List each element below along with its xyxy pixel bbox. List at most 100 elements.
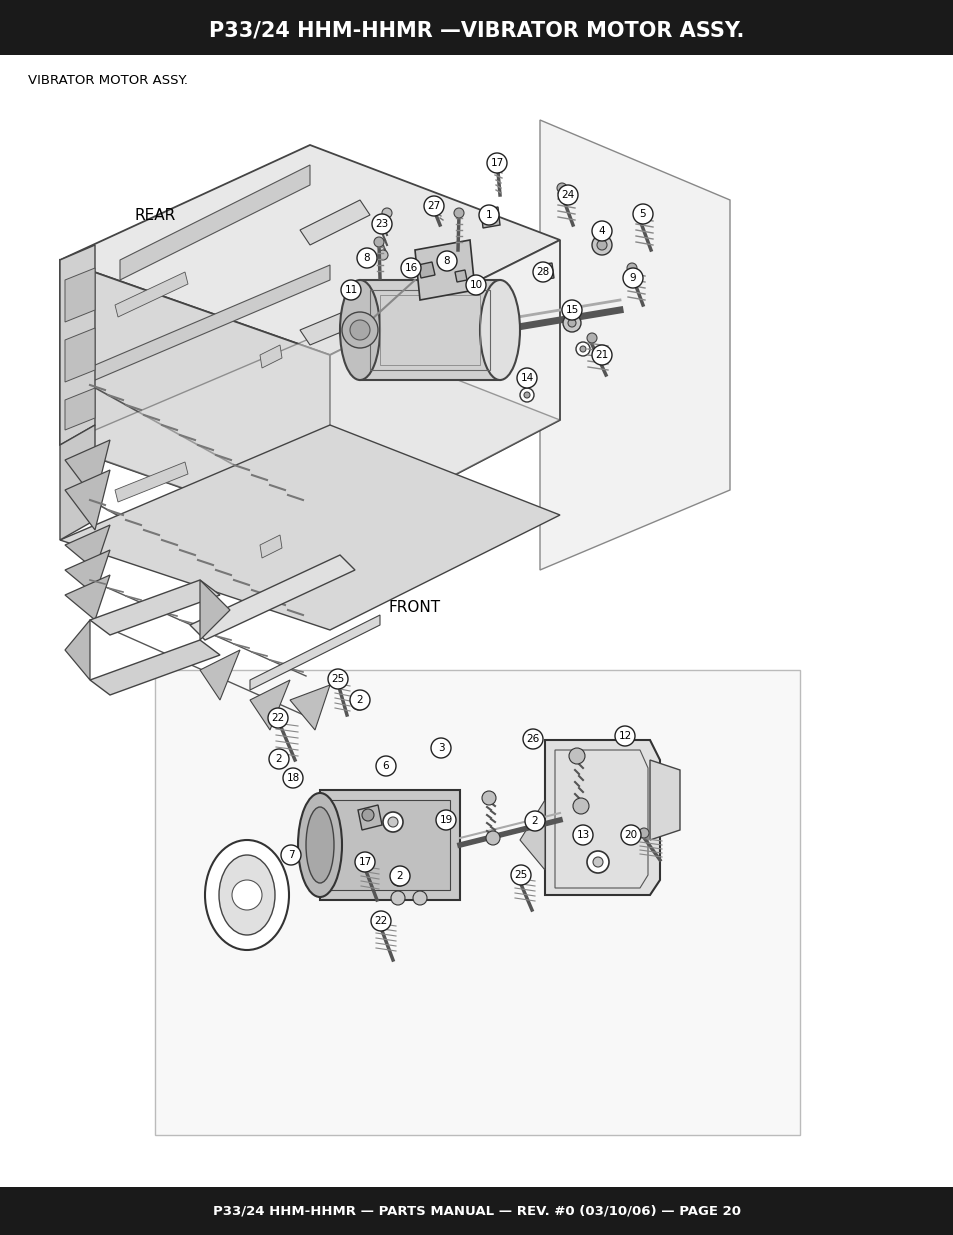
Circle shape (597, 240, 606, 249)
Text: 27: 27 (427, 201, 440, 211)
Circle shape (281, 845, 301, 864)
Circle shape (371, 911, 391, 931)
Text: 22: 22 (271, 713, 284, 722)
Circle shape (271, 752, 287, 768)
Circle shape (517, 368, 537, 388)
Circle shape (375, 913, 385, 923)
Circle shape (593, 857, 602, 867)
Polygon shape (299, 305, 370, 345)
Circle shape (519, 388, 534, 403)
Polygon shape (60, 245, 95, 445)
Text: REAR: REAR (134, 207, 175, 222)
Text: 13: 13 (576, 830, 589, 840)
Polygon shape (649, 760, 679, 840)
Polygon shape (115, 462, 188, 501)
Circle shape (481, 790, 496, 805)
Polygon shape (65, 550, 110, 595)
Polygon shape (60, 144, 559, 354)
Text: 21: 21 (595, 350, 608, 359)
Polygon shape (60, 425, 559, 630)
Text: 10: 10 (469, 280, 482, 290)
Circle shape (586, 333, 597, 343)
Circle shape (283, 768, 303, 788)
Polygon shape (60, 261, 330, 540)
Polygon shape (154, 671, 800, 1135)
Circle shape (334, 673, 344, 683)
Polygon shape (60, 266, 330, 395)
Circle shape (274, 756, 283, 764)
Circle shape (350, 320, 370, 340)
Text: 26: 26 (526, 734, 539, 743)
Polygon shape (65, 471, 110, 530)
Polygon shape (260, 345, 282, 368)
Circle shape (388, 818, 397, 827)
Circle shape (341, 312, 377, 348)
Ellipse shape (479, 280, 519, 380)
Text: 2: 2 (356, 695, 363, 705)
Circle shape (576, 342, 589, 356)
Text: 2: 2 (531, 816, 537, 826)
Circle shape (340, 280, 360, 300)
Bar (0, 1187, 953, 1235)
Circle shape (524, 811, 544, 831)
Circle shape (375, 756, 395, 776)
Circle shape (533, 262, 553, 282)
Polygon shape (65, 268, 95, 322)
Text: 25: 25 (514, 869, 527, 881)
Polygon shape (115, 272, 188, 317)
Polygon shape (519, 800, 544, 869)
Polygon shape (90, 640, 220, 695)
Polygon shape (65, 329, 95, 382)
Ellipse shape (306, 806, 334, 883)
Polygon shape (200, 580, 230, 640)
Circle shape (400, 258, 420, 278)
Text: 28: 28 (536, 267, 549, 277)
Circle shape (494, 156, 503, 165)
Text: 14: 14 (519, 373, 533, 383)
Circle shape (436, 810, 456, 830)
Circle shape (620, 825, 640, 845)
Text: 12: 12 (618, 731, 631, 741)
Ellipse shape (339, 280, 379, 380)
Circle shape (274, 713, 285, 722)
Text: 5: 5 (639, 209, 645, 219)
Circle shape (557, 183, 566, 193)
Circle shape (523, 391, 530, 398)
Text: 19: 19 (439, 815, 452, 825)
Circle shape (486, 153, 506, 173)
Ellipse shape (219, 855, 274, 935)
Polygon shape (60, 425, 95, 540)
Circle shape (633, 204, 652, 224)
Circle shape (268, 708, 288, 727)
Polygon shape (544, 740, 659, 895)
Polygon shape (60, 330, 559, 540)
Polygon shape (319, 790, 459, 900)
Circle shape (622, 268, 642, 288)
Circle shape (351, 694, 367, 710)
Text: 17: 17 (490, 158, 503, 168)
Text: P33/24 HHM-HHMR — PARTS MANUAL — REV. #0 (03/10/06) — PAGE 20: P33/24 HHM-HHMR — PARTS MANUAL — REV. #0… (213, 1204, 740, 1218)
Circle shape (511, 864, 531, 885)
Circle shape (431, 739, 451, 758)
Circle shape (579, 346, 585, 352)
Polygon shape (417, 262, 435, 278)
Circle shape (355, 852, 375, 872)
Polygon shape (539, 120, 729, 571)
Polygon shape (90, 580, 220, 635)
Circle shape (573, 825, 593, 845)
Polygon shape (359, 280, 499, 380)
Text: 4: 4 (598, 226, 604, 236)
Polygon shape (65, 388, 95, 430)
Circle shape (586, 851, 608, 873)
Polygon shape (330, 240, 559, 540)
Circle shape (568, 748, 584, 764)
Circle shape (635, 207, 644, 217)
Text: 3: 3 (437, 743, 444, 753)
Circle shape (522, 729, 542, 748)
Polygon shape (330, 800, 450, 890)
Text: 6: 6 (382, 761, 389, 771)
Polygon shape (65, 440, 110, 500)
Circle shape (514, 868, 523, 878)
Circle shape (423, 196, 443, 216)
Text: 25: 25 (331, 674, 344, 684)
